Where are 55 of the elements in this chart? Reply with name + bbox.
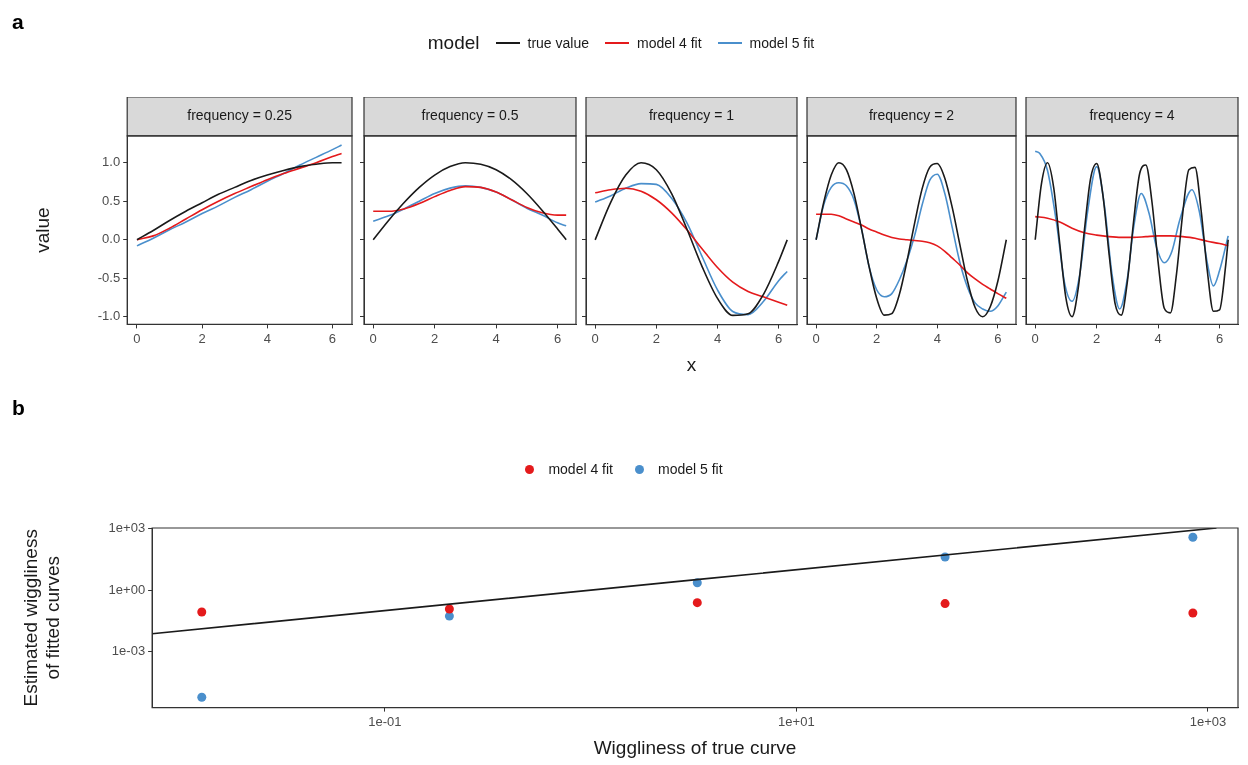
y-tick-label: -0.5 (97, 269, 121, 285)
point (1188, 608, 1198, 618)
legend-label: model 4 fit (548, 461, 613, 477)
x-tick-label: 2 (431, 330, 439, 346)
point (692, 598, 702, 608)
y-tick-label: 1e-03 (111, 643, 146, 659)
x-tick-label: 1e-01 (368, 713, 402, 729)
x-tick-label: 2 (1093, 330, 1101, 346)
legend-label: model 5 fit (658, 461, 723, 477)
x-tick-label: 6 (1215, 330, 1224, 346)
x-tick-label: 0 (133, 330, 141, 346)
x-tick-label: 0 (591, 330, 599, 346)
y-tick-label: -1.0 (97, 308, 121, 324)
y-tick-label: 0.0 (102, 231, 121, 247)
x-tick-label: 6 (775, 330, 783, 346)
legend-label: model 4 fit (637, 35, 702, 51)
text: b (12, 396, 25, 420)
x-tick-label: 4 (263, 330, 271, 346)
x-tick-label: 1e+03 (1189, 713, 1227, 729)
y-tick-label: 0.5 (102, 192, 121, 208)
x-tick-label: 4 (492, 330, 500, 346)
legend-label: true value (527, 35, 590, 51)
x-tick-label: 6 (994, 330, 1002, 346)
x-tick-label: 4 (713, 330, 722, 346)
x-tick-label: 2 (652, 330, 660, 346)
x-axis-title: x (686, 353, 697, 375)
x-tick-label: 2 (873, 330, 881, 346)
y-axis-title: Estimated wiggliness of fitted curves (19, 529, 64, 707)
text: a (12, 10, 24, 34)
x-tick-label: 6 (553, 330, 562, 346)
x-tick-label: 6 (328, 330, 337, 346)
y-tick-label: 1e+00 (108, 581, 146, 597)
chart-title: frequency = 0.25 (187, 107, 293, 124)
y-tick-label: 1.0 (102, 154, 121, 170)
point (940, 599, 950, 609)
point (1188, 532, 1198, 542)
chart-title: frequency = 2 (868, 107, 955, 124)
chart-title: frequency = 4 (1089, 107, 1175, 124)
legend-title: model (427, 32, 480, 54)
x-tick-label: 0 (369, 330, 377, 346)
point (444, 604, 454, 614)
x-tick-label: 4 (1154, 330, 1162, 346)
x-tick-label: 0 (1031, 330, 1039, 346)
y-axis-title: value (31, 207, 53, 253)
point (197, 692, 207, 702)
legend-label: model 5 fit (749, 35, 815, 51)
chart-title: frequency = 1 (648, 107, 735, 124)
point (197, 607, 207, 617)
chart-title: frequency = 0.5 (421, 107, 519, 124)
x-tick-label: 1e+01 (778, 713, 815, 729)
x-tick-label: 4 (933, 330, 941, 346)
x-axis-title: Wiggliness of true curve (593, 736, 797, 758)
y-tick-label: 1e+03 (108, 520, 146, 536)
x-tick-label: 2 (198, 330, 206, 346)
x-tick-label: 0 (812, 330, 820, 346)
